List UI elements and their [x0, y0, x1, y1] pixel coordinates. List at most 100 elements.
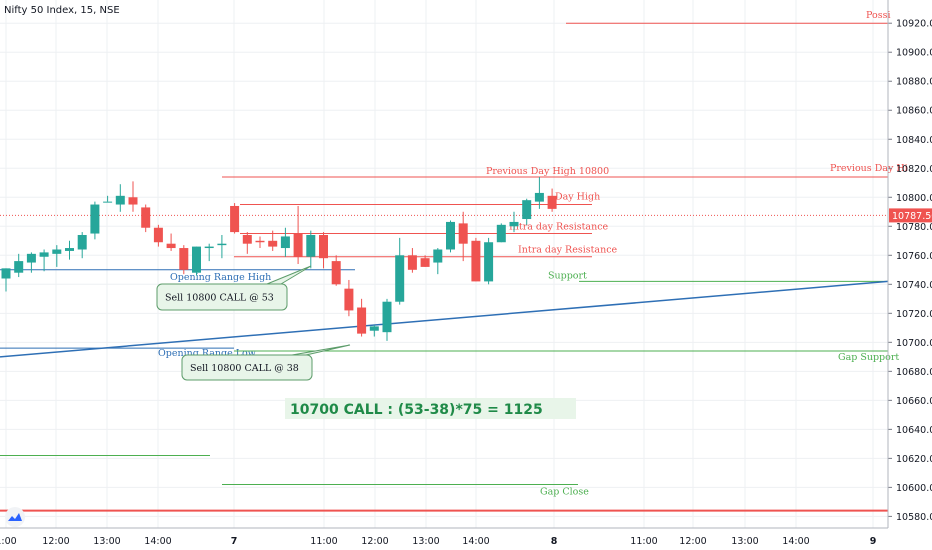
candle[interactable] [179, 245, 189, 275]
candle[interactable] [268, 230, 278, 251]
candle-body [192, 246, 201, 273]
level-label: Gap Support [838, 352, 899, 363]
x-tick-label: 12:00 [42, 536, 69, 547]
candle-body [141, 207, 151, 228]
x-tick-label: 14:00 [144, 536, 171, 547]
candle[interactable] [39, 249, 49, 272]
candle[interactable] [369, 324, 379, 337]
candle[interactable] [331, 255, 341, 286]
candle[interactable] [230, 203, 240, 234]
candle-body [382, 301, 392, 333]
candle[interactable] [280, 227, 290, 257]
level-label: Previous Day High 10800 [486, 166, 609, 177]
y-tick-label: 10880.00 [896, 77, 932, 88]
x-tick-label: 11:00 [630, 536, 657, 547]
candle-body [268, 240, 278, 247]
candle[interactable] [204, 243, 214, 262]
candle[interactable] [217, 234, 227, 259]
candle[interactable] [14, 253, 24, 278]
y-tick-label: 10620.00 [896, 454, 932, 465]
y-tick-label: 10580.00 [896, 512, 932, 523]
candle[interactable] [255, 236, 265, 249]
y-tick-label: 10700.00 [896, 338, 932, 349]
candle[interactable] [395, 237, 405, 305]
candle[interactable] [77, 232, 87, 259]
candle-body [471, 240, 481, 282]
candle-body [509, 221, 519, 227]
candle[interactable] [65, 240, 74, 260]
candle-body [484, 242, 494, 282]
calculation-box [285, 398, 576, 419]
candle[interactable] [141, 204, 151, 233]
candle[interactable] [458, 211, 468, 262]
candle[interactable] [547, 188, 557, 212]
trend-line [0, 280, 889, 358]
candle[interactable] [522, 198, 532, 225]
candle[interactable] [1, 268, 11, 292]
candle[interactable] [484, 237, 494, 285]
candle-body [357, 307, 367, 334]
candle-body [242, 234, 252, 244]
candle[interactable] [306, 230, 316, 269]
level-label: Possi [866, 10, 891, 21]
candle-body [306, 234, 316, 257]
callout-box [181, 354, 313, 381]
callout: Sell 10800 CALL @ 53 [156, 265, 312, 311]
candle[interactable] [166, 233, 176, 251]
price-levels: Possi Previous Day Hi Previous Day High 10… [0, 10, 908, 512]
current-price-tag [889, 208, 932, 223]
candle-body [217, 243, 227, 246]
y-tick-label: 10860.00 [896, 106, 932, 117]
level-label: Previous Day Hi [830, 163, 908, 174]
candle-body [255, 240, 265, 243]
candle[interactable] [509, 211, 519, 233]
y-tick-label: 10780.00 [896, 222, 932, 233]
candle[interactable] [52, 245, 62, 267]
candle-body [407, 255, 417, 270]
y-tick-label: 10660.00 [896, 396, 932, 407]
candle[interactable] [496, 223, 506, 243]
candle-body [153, 227, 163, 243]
candle[interactable] [344, 279, 354, 317]
candle[interactable] [115, 184, 125, 212]
candle[interactable] [293, 205, 303, 264]
callout-box [156, 283, 288, 311]
candle-body [433, 249, 443, 263]
y-tick-label: 10680.00 [896, 367, 932, 378]
candle[interactable] [446, 220, 455, 253]
tradingview-logo [5, 507, 25, 527]
candle[interactable] [242, 232, 252, 254]
y-tick-label: 10720.00 [896, 309, 932, 320]
candle-body [103, 201, 113, 203]
level-label: Opening Range High [170, 272, 271, 283]
candle[interactable] [153, 224, 163, 247]
candle[interactable] [382, 298, 392, 341]
candle[interactable] [471, 237, 481, 282]
candle-body [547, 195, 557, 209]
callout-text: Sell 10800 CALL @ 53 [165, 293, 274, 304]
candle-body [331, 261, 341, 285]
x-tick-label: 13:00 [412, 536, 439, 547]
candle[interactable] [433, 248, 443, 275]
candle[interactable] [26, 252, 36, 273]
candle[interactable] [407, 248, 417, 273]
y-tick-label: 10900.00 [896, 48, 932, 59]
candle[interactable] [192, 246, 201, 276]
calculation-text: 10700 CALL : (53-38)*75 = 1125 [290, 402, 543, 418]
y-tick-label: 10800.00 [896, 193, 932, 204]
candle[interactable] [90, 201, 100, 240]
candle-body [293, 233, 303, 257]
candle[interactable] [128, 181, 138, 212]
candle[interactable] [319, 232, 328, 269]
candle[interactable] [103, 195, 113, 203]
candle-body [420, 258, 430, 267]
level-label: Intra day Resistance [518, 245, 618, 256]
candle[interactable] [534, 176, 544, 209]
candles[interactable] [1, 176, 557, 341]
candle[interactable] [420, 255, 430, 267]
candle[interactable] [357, 298, 367, 337]
level-label: Intra day Resistance [509, 222, 609, 233]
level-label: Opening Range Low [158, 348, 256, 359]
